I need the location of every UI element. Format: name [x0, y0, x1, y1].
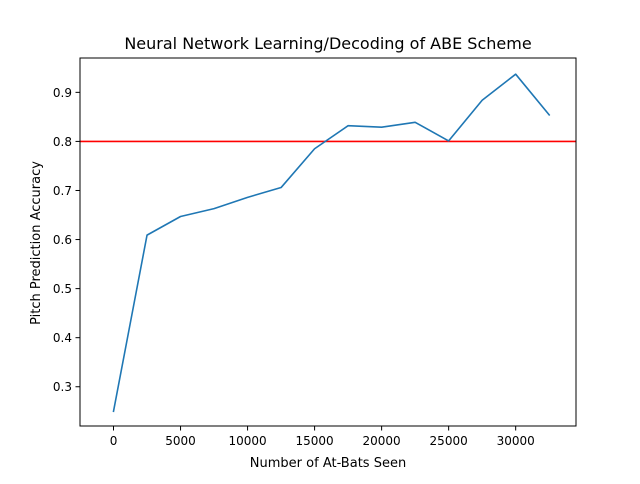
x-tick-label: 15000 — [296, 434, 334, 448]
x-tick-label: 0 — [110, 434, 118, 448]
y-tick-label: 0.6 — [53, 233, 72, 247]
x-tick-label: 25000 — [430, 434, 468, 448]
y-axis-label: Pitch Prediction Accuracy — [29, 161, 44, 325]
y-tick-label: 0.8 — [53, 135, 72, 149]
x-tick-label: 20000 — [363, 434, 401, 448]
axes-spines — [79, 57, 577, 427]
series-line-0 — [112, 73, 551, 413]
y-tick-label: 0.3 — [53, 380, 72, 394]
y-tick-label: 0.7 — [53, 184, 72, 198]
x-tick-label: 5000 — [165, 434, 196, 448]
y-tick-label: 0.4 — [53, 331, 72, 345]
chart-title: Neural Network Learning/Decoding of ABE … — [124, 34, 531, 53]
y-tick-label: 0.9 — [53, 86, 72, 100]
axes-frame — [79, 57, 577, 427]
plot-background — [80, 58, 576, 426]
tick-layer: 0 5000 10000 15000 20000 25000 30000 0.3 0.4 0.5 0… — [53, 86, 535, 448]
x-tick-label: 30000 — [497, 434, 535, 448]
x-axis-label: Number of At-Bats Seen — [250, 456, 406, 471]
y-tick-label: 0.5 — [53, 282, 72, 296]
plot-area — [80, 58, 576, 426]
data-layer — [80, 73, 576, 413]
x-tick-label: 10000 — [228, 434, 266, 448]
